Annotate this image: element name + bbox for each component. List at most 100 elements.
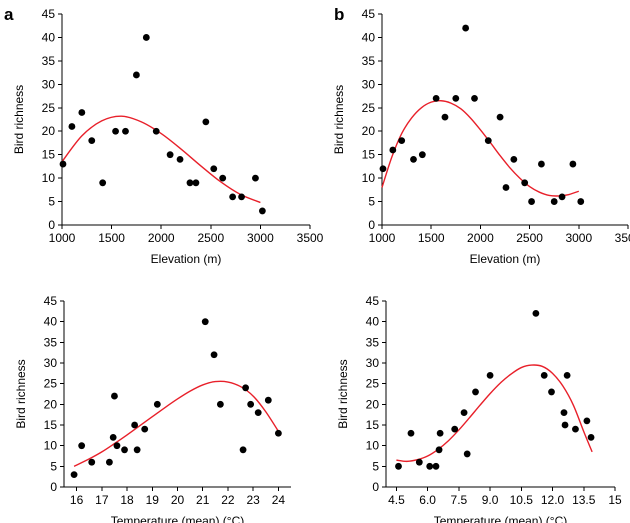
data-point — [229, 193, 237, 201]
y-tick-label: 10 — [44, 439, 58, 453]
y-tick-label: 45 — [366, 294, 380, 308]
y-tick-label: 45 — [44, 294, 58, 308]
y-axis-label: Bird richness — [12, 85, 26, 154]
x-tick-label: 18 — [120, 493, 134, 507]
data-point — [451, 425, 459, 433]
data-point — [435, 446, 443, 454]
y-tick-label: 20 — [42, 124, 56, 138]
data-point — [121, 446, 128, 454]
data-point — [166, 151, 174, 159]
data-point — [407, 429, 415, 437]
x-tick-label: 3000 — [247, 231, 274, 245]
data-point — [264, 396, 272, 404]
x-tick-label: 4.5 — [388, 493, 405, 507]
y-tick-label: 0 — [48, 218, 55, 232]
data-point — [70, 471, 78, 478]
x-tick-label: 16 — [70, 493, 84, 507]
data-point — [254, 409, 262, 416]
data-point — [436, 429, 444, 437]
x-tick-label: 13.5 — [572, 493, 596, 507]
y-tick-label: 25 — [44, 377, 58, 391]
x-tick-label: 20 — [171, 493, 185, 507]
data-point — [141, 425, 149, 433]
x-axis-label: Elevation (m) — [470, 252, 541, 266]
y-tick-label: 30 — [366, 356, 380, 370]
x-tick-label: 21 — [196, 493, 210, 507]
y-tick-label: 35 — [44, 335, 58, 349]
y-tick-label: 30 — [44, 356, 58, 370]
data-point — [486, 372, 494, 379]
x-tick-label: 9.0 — [482, 493, 499, 507]
data-point — [502, 184, 510, 191]
data-point — [210, 165, 218, 173]
y-tick-label: 5 — [372, 459, 379, 473]
y-tick-label: 10 — [42, 171, 56, 185]
data-point — [569, 160, 577, 168]
x-tick-label: 2500 — [516, 231, 543, 245]
y-tick-label: 0 — [50, 480, 57, 494]
y-tick-label: 25 — [42, 101, 56, 115]
axes — [378, 13, 629, 229]
data-point — [484, 137, 492, 145]
data-point — [583, 417, 591, 425]
data-point — [389, 146, 397, 154]
panel-2: 0 5 10 15 20 25 30 35 40 45 1000 1500 2000 2500 3000 35… — [332, 5, 630, 266]
data-point — [176, 155, 184, 163]
data-point — [560, 409, 568, 416]
y-tick-label: 0 — [372, 480, 379, 494]
fit-curve — [396, 364, 593, 463]
data-point — [274, 429, 282, 437]
y-tick-label: 35 — [366, 335, 380, 349]
data-point — [252, 174, 259, 182]
x-tick-label: 1000 — [49, 231, 76, 245]
x-tick-label: 19 — [146, 493, 160, 507]
panel-4: 0 5 10 15 20 25 30 35 40 45 4.5 6.0 7.5 9.0 10.5 12.0 13… — [336, 294, 622, 523]
data-point — [563, 372, 571, 379]
data-point — [496, 113, 504, 121]
data-point — [219, 174, 227, 182]
data-point — [201, 318, 209, 326]
y-tick-label: 15 — [44, 418, 58, 432]
data-point — [577, 198, 585, 205]
x-axis-label: Elevation (m) — [151, 252, 222, 266]
data-point — [418, 151, 426, 159]
data-point — [78, 442, 86, 450]
data-point — [538, 160, 545, 168]
data-point — [460, 409, 468, 416]
x-tick-label: 2500 — [197, 231, 224, 245]
data-point — [441, 113, 449, 121]
y-tick-label: 15 — [366, 418, 380, 432]
data-point — [521, 179, 529, 187]
fit-curve — [381, 100, 580, 197]
y-tick-label: 0 — [368, 218, 375, 232]
data-point — [472, 388, 479, 396]
x-tick-label: 22 — [221, 493, 235, 507]
data-point — [247, 400, 255, 408]
data-point — [462, 24, 470, 32]
y-tick-label: 45 — [362, 7, 376, 21]
data-point — [210, 351, 218, 359]
data-point — [111, 392, 118, 400]
y-tick-label: 25 — [366, 377, 380, 391]
y-tick-label: 5 — [368, 195, 375, 209]
data-point — [587, 434, 595, 441]
y-tick-label: 5 — [48, 195, 55, 209]
y-tick-label: 15 — [42, 148, 56, 162]
x-tick-label: 2000 — [148, 231, 175, 245]
panel-3: 0 5 10 15 20 25 30 35 40 45 16 17 18 19 20 21 22 23 24 Temp… — [14, 294, 291, 523]
data-point — [258, 207, 266, 215]
data-point — [88, 137, 96, 145]
data-point — [379, 165, 387, 173]
data-point — [471, 95, 478, 102]
data-point — [528, 198, 535, 205]
data-point — [133, 446, 141, 454]
data-point — [186, 179, 194, 187]
x-tick-label: 3500 — [615, 231, 630, 245]
y-tick-label: 40 — [362, 30, 376, 44]
data-point — [395, 462, 402, 470]
axes — [58, 13, 311, 229]
data-point — [426, 462, 434, 470]
data-point — [78, 109, 86, 116]
data-point — [153, 400, 161, 408]
